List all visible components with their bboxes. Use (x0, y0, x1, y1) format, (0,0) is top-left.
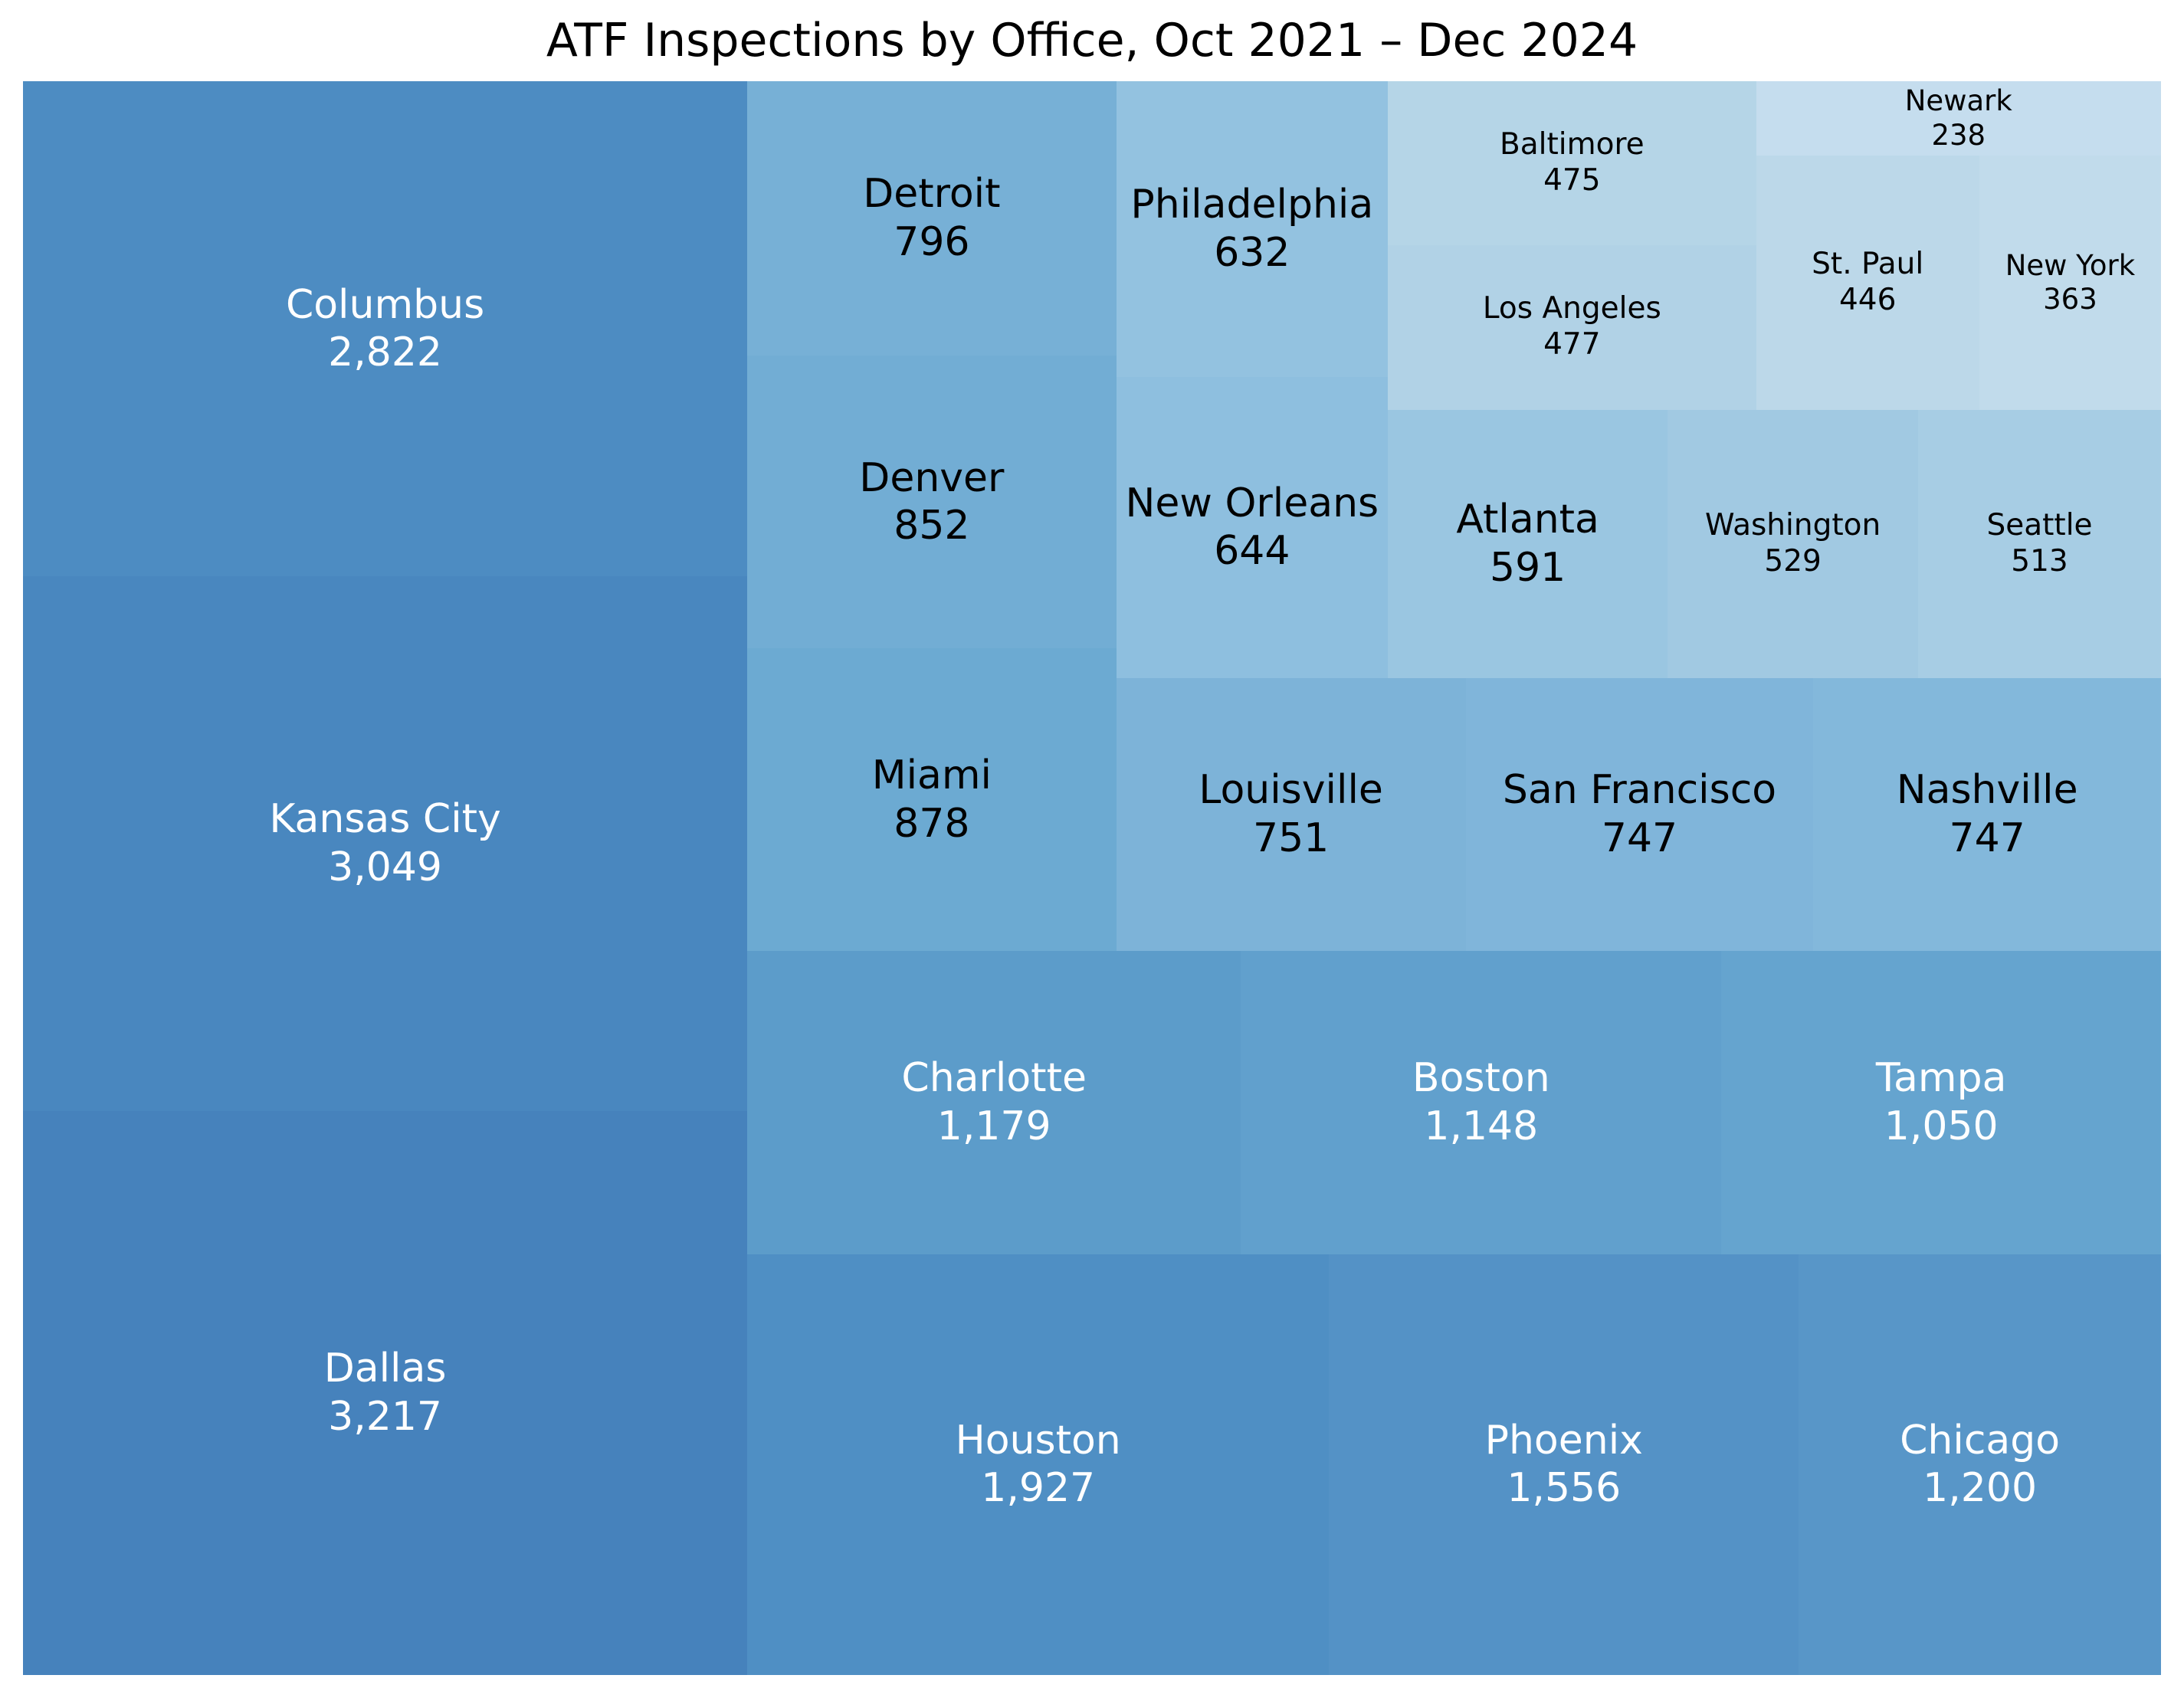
cell-value: 591 (1490, 544, 1566, 591)
treemap-cell-charlotte: Charlotte 1,179 (747, 950, 1241, 1254)
cell-value: 446 (1838, 283, 1897, 317)
cell-label: Miami (871, 752, 992, 799)
treemap-cell-miami: Miami 878 (747, 648, 1117, 951)
cell-value: 632 (1214, 229, 1290, 276)
cell-label: Kansas City (269, 796, 501, 843)
cell-value: 878 (894, 800, 970, 847)
cell-label: Atlanta (1456, 497, 1599, 543)
cell-value: 747 (1949, 815, 2025, 861)
treemap: Dallas 3,217 Kansas City 3,049 Columbus 2,822… (23, 81, 2161, 1675)
cell-label: San Francisco (1502, 767, 1777, 814)
cell-label: Houston (955, 1418, 1121, 1464)
treemap-cell-boston: Boston 1,148 (1241, 950, 1722, 1254)
cell-value: 363 (2043, 282, 2097, 316)
cell-label: Seattle (1986, 507, 2093, 543)
treemap-cell-new-orleans: New Orleans 644 (1116, 376, 1389, 678)
cell-value: 513 (2011, 543, 2068, 579)
cell-value: 3,217 (328, 1393, 442, 1440)
cell-label: Washington (1705, 507, 1881, 543)
cell-value: 1,050 (1884, 1103, 1999, 1149)
cell-value: 477 (1543, 327, 1601, 362)
cell-value: 475 (1543, 162, 1601, 198)
cell-value: 796 (894, 218, 970, 265)
cell-label: Detroit (863, 171, 1001, 218)
cell-value: 1,148 (1424, 1103, 1539, 1149)
treemap-cell-columbus: Columbus 2,822 (23, 81, 748, 576)
treemap-cell-houston: Houston 1,927 (747, 1254, 1330, 1675)
cell-value: 751 (1253, 815, 1330, 861)
treemap-cell-kansas-city: Kansas City 3,049 (23, 575, 748, 1111)
cell-label: Tampa (1875, 1055, 2007, 1102)
cell-value: 3,049 (328, 844, 442, 890)
cell-label: New Orleans (1125, 480, 1379, 526)
cell-label: New York (2005, 248, 2136, 282)
treemap-cell-atlanta: Atlanta 591 (1388, 409, 1668, 678)
cell-label: Columbus (285, 281, 485, 328)
cell-value: 1,927 (981, 1465, 1096, 1512)
treemap-cell-phoenix: Phoenix 1,556 (1329, 1254, 1799, 1675)
treemap-cell-baltimore: Baltimore 475 (1388, 81, 1756, 245)
cell-value: 852 (894, 503, 970, 549)
cell-label: Newark (1904, 84, 2012, 118)
treemap-cell-washington: Washington 529 (1668, 409, 1919, 678)
cell-label: Charlotte (901, 1055, 1087, 1102)
cell-label: Boston (1412, 1055, 1550, 1102)
treemap-cell-seattle: Seattle 513 (1918, 409, 2161, 678)
cell-value: 2,822 (328, 329, 442, 375)
treemap-cell-chicago: Chicago 1,200 (1799, 1254, 2161, 1675)
cell-label: Denver (859, 454, 1005, 501)
treemap-cell-denver: Denver 852 (747, 355, 1117, 649)
cell-label: Chicago (1900, 1418, 2061, 1464)
cell-label: Los Angeles (1482, 291, 1661, 326)
treemap-cell-dallas: Dallas 3,217 (23, 1110, 748, 1675)
cell-label: Nashville (1896, 767, 2078, 814)
chart-title: ATF Inspections by Office, Oct 2021 – De… (546, 14, 1638, 67)
cell-value: 747 (1601, 815, 1678, 861)
treemap-cell-louisville: Louisville 751 (1116, 677, 1466, 951)
treemap-cell-nashville: Nashville 747 (1813, 677, 2161, 951)
treemap-cell-newark: Newark 238 (1756, 81, 2161, 156)
cell-value: 1,200 (1923, 1465, 2038, 1512)
treemap-cell-detroit: Detroit 796 (747, 81, 1117, 356)
cell-label: Baltimore (1499, 127, 1645, 162)
treemap-cell-st-paul: St. Paul 446 (1756, 156, 1979, 410)
cell-value: 644 (1214, 528, 1290, 575)
treemap-cell-san-francisco: San Francisco 747 (1465, 677, 1814, 951)
cell-label: Dallas (323, 1346, 447, 1392)
cell-value: 529 (1764, 543, 1822, 579)
cell-value: 238 (1931, 118, 1986, 152)
treemap-cell-new-york: New York 363 (1979, 156, 2161, 410)
cell-label: Louisville (1199, 767, 1383, 814)
cell-value: 1,179 (936, 1103, 1051, 1149)
cell-label: Phoenix (1484, 1418, 1643, 1464)
treemap-cell-los-angeles: Los Angeles 477 (1388, 244, 1756, 410)
cell-label: Philadelphia (1130, 182, 1374, 228)
treemap-cell-tampa: Tampa 1,050 (1721, 950, 2161, 1254)
treemap-cell-philadelphia: Philadelphia 632 (1116, 81, 1389, 377)
cell-value: 1,556 (1507, 1465, 1622, 1512)
cell-label: St. Paul (1812, 247, 1924, 282)
